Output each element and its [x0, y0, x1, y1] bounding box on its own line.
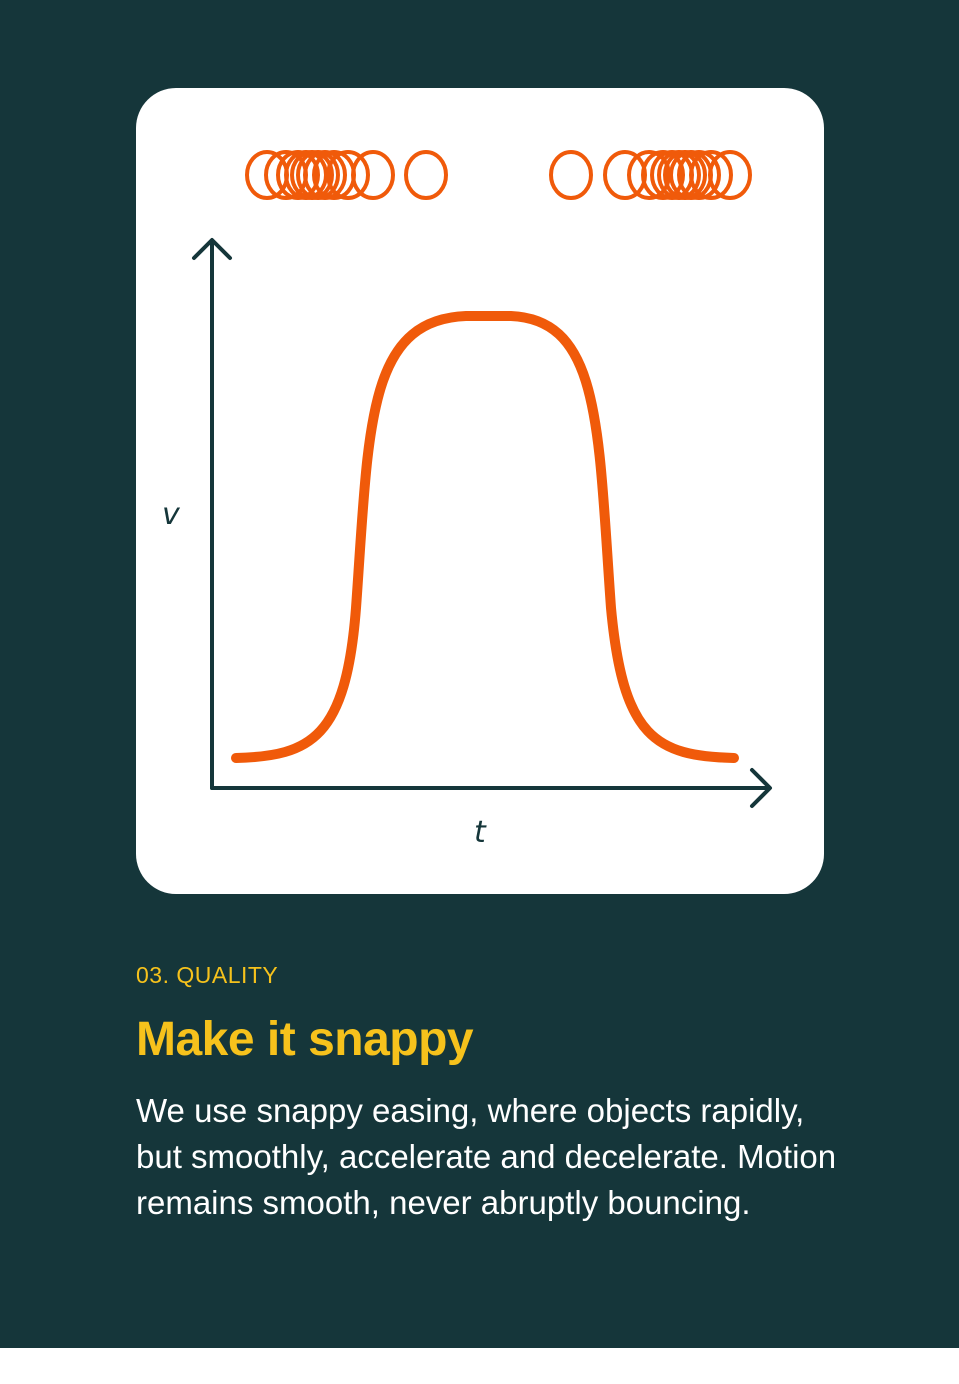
motion-ring-icon	[351, 150, 395, 200]
section-title: Make it snappy	[136, 1013, 474, 1066]
section-eyebrow: 03. QUALITY	[136, 962, 279, 988]
motion-ring-icon	[326, 150, 370, 200]
velocity-diagram-svg: v t	[162, 150, 772, 850]
motion-ring-icon	[303, 150, 347, 200]
motion-rings-right	[549, 150, 752, 200]
section-body: We use snappy easing, where objects rapi…	[136, 1092, 837, 1221]
motion-principle-card: v t 03. QUALITY Make it snappy We use sn…	[0, 0, 959, 1348]
motion-ring-icon	[404, 150, 448, 200]
velocity-curve	[231, 311, 739, 763]
motion-ring-icon	[603, 150, 647, 200]
motion-ring-icon	[641, 150, 685, 200]
arrow-up-icon	[192, 238, 232, 260]
motion-ring-icon	[549, 150, 593, 200]
motion-ring-icon	[689, 150, 733, 200]
x-axis-label: t	[474, 815, 487, 850]
arrow-right-icon	[750, 768, 772, 808]
motion-rings-left	[245, 150, 448, 200]
motion-ring-icon	[677, 150, 721, 200]
velocity-diagram: v t	[136, 88, 824, 894]
y-axis-label: v	[162, 497, 181, 532]
motion-ring-icon	[708, 150, 752, 200]
